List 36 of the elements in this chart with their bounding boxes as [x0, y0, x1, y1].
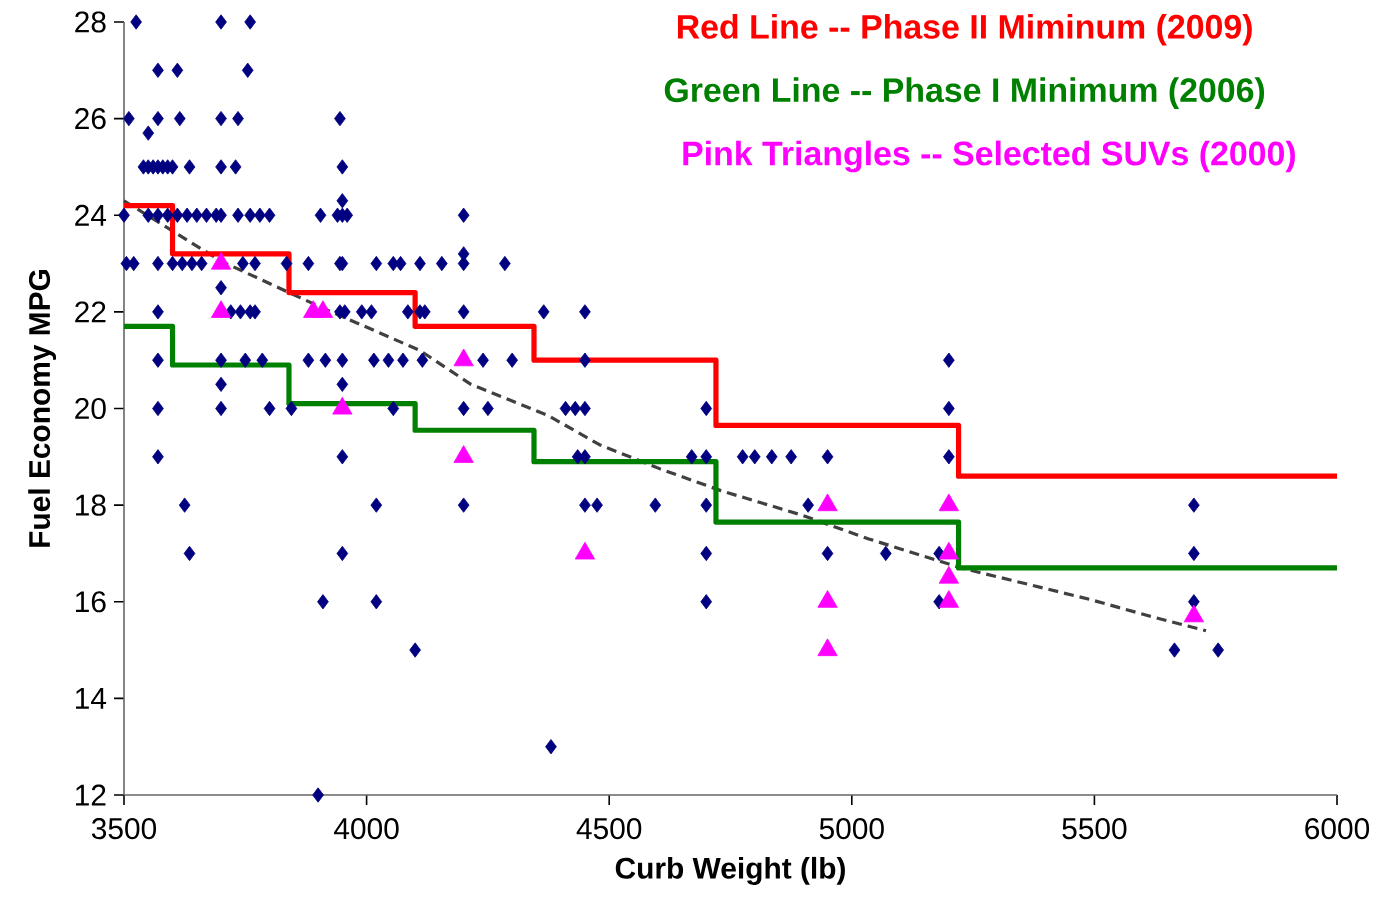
- y-tick-label: 14: [76, 688, 107, 709]
- x-tick-label: 4000: [334, 818, 399, 840]
- point: [938, 565, 959, 584]
- point: [817, 638, 838, 657]
- y-tick-label: 16: [76, 591, 106, 613]
- x-axis-title: Curb Weight (lb): [615, 856, 845, 885]
- x-tick-label: 6000: [1305, 818, 1370, 840]
- text: Green Line -- Phase I Minimum (2006): [664, 77, 1265, 109]
- point: [938, 541, 959, 560]
- line-series: [122, 199, 1208, 633]
- y-axis-title: Fuel Economy MPG: [28, 270, 57, 547]
- x-tick-label: 5500: [1062, 818, 1127, 840]
- point: [1183, 604, 1204, 623]
- x-tick-label: 3500: [91, 818, 157, 840]
- point: [817, 493, 838, 512]
- point: [574, 541, 596, 560]
- y-tick-label: 26: [75, 108, 106, 130]
- text: Red Line -- Phase II Miminum (2009): [677, 13, 1252, 46]
- y-tick-label: 28: [75, 11, 106, 33]
- x-tick-label: 5000: [819, 818, 884, 840]
- point: [938, 493, 959, 512]
- point: [210, 300, 232, 318]
- y-tick-label: 20: [75, 397, 106, 420]
- y-tick-label: 18: [76, 494, 106, 516]
- y-tick-label: 22: [75, 301, 106, 323]
- point: [938, 590, 959, 608]
- y-tick-label: 12: [76, 784, 106, 806]
- point: [312, 300, 334, 318]
- text: Pink Triangles -- Selected SUVs (2000): [683, 140, 1295, 173]
- point: [332, 396, 353, 415]
- y-tick-label: 24: [75, 204, 107, 226]
- point: [453, 348, 474, 367]
- point: [210, 251, 232, 270]
- x-tick-label: 4500: [576, 818, 642, 840]
- point: [453, 445, 474, 463]
- point: [817, 590, 838, 608]
